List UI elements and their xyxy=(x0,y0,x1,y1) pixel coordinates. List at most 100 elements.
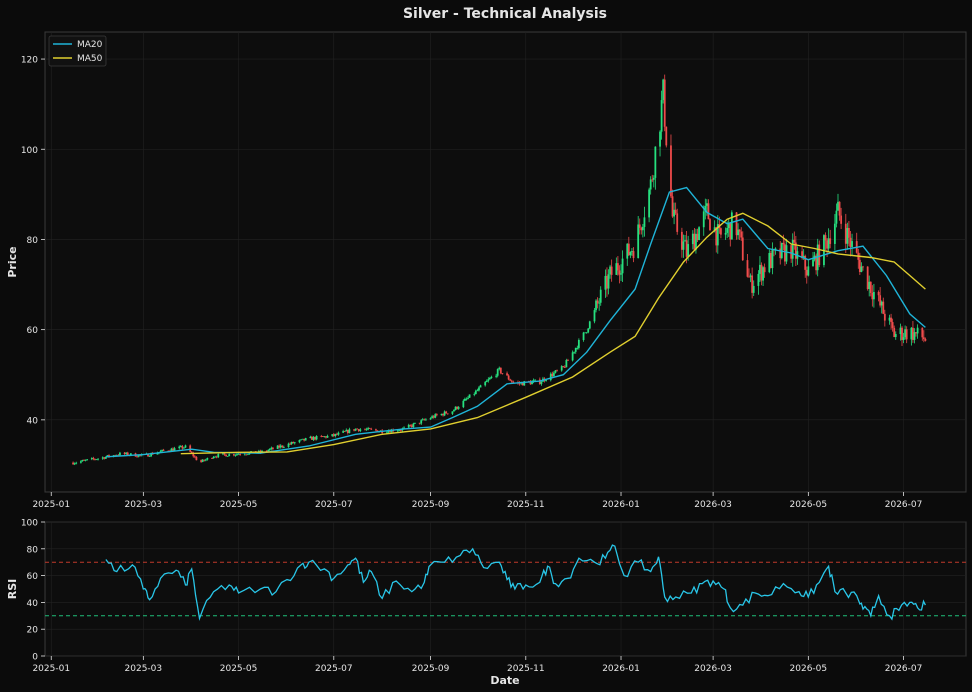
candle-body xyxy=(607,274,610,289)
candle-body xyxy=(904,329,907,338)
candle-body xyxy=(356,428,359,430)
candle-body xyxy=(476,390,479,392)
candle-body xyxy=(531,381,533,385)
candle-body xyxy=(665,126,668,146)
candle-body xyxy=(222,453,224,455)
candle-body xyxy=(226,456,229,457)
x-tick-label: 2026-03 xyxy=(694,664,732,674)
candle-body xyxy=(871,292,874,300)
candle-body xyxy=(740,231,743,238)
candle-body xyxy=(915,332,917,334)
candle-body xyxy=(641,226,644,231)
candle-body xyxy=(73,463,76,465)
candle-body xyxy=(899,327,902,335)
candle-body xyxy=(300,439,302,441)
candle-body xyxy=(509,379,512,381)
candle-body xyxy=(440,413,443,416)
candle-body xyxy=(407,424,410,428)
candle-body xyxy=(359,429,362,431)
candle-body xyxy=(827,238,830,249)
candle-body xyxy=(103,457,106,459)
candle-body xyxy=(521,382,524,386)
price-axis-label: Price xyxy=(6,246,19,277)
candle-body xyxy=(529,381,532,385)
candle-body xyxy=(314,436,316,440)
candle-body xyxy=(211,458,213,459)
candle-body xyxy=(844,223,847,244)
candle-body xyxy=(673,209,675,217)
candle-body xyxy=(631,251,633,253)
price-tick-label: 120 xyxy=(21,56,38,66)
ma50-line xyxy=(180,212,926,455)
candle-body xyxy=(276,445,279,449)
candle-body xyxy=(346,429,349,433)
candle-body xyxy=(370,428,373,430)
rsi-tick-label: 80 xyxy=(27,545,39,555)
candle-body xyxy=(414,422,416,424)
candle-body xyxy=(707,203,710,220)
rsi-tick-label: 60 xyxy=(27,572,39,582)
candle-body xyxy=(162,449,165,451)
candle-body xyxy=(178,446,181,449)
candle-body xyxy=(829,238,832,244)
candle-body xyxy=(840,215,843,224)
candle-body xyxy=(862,266,864,268)
candle-body xyxy=(782,242,785,245)
candle-body xyxy=(311,436,313,440)
candle-body xyxy=(478,387,480,391)
candle-body xyxy=(698,227,700,241)
candle-body xyxy=(223,453,226,455)
candle-body xyxy=(95,459,98,461)
candle-body xyxy=(368,428,371,429)
candle-body xyxy=(410,425,413,427)
x-tick-label: 2026-05 xyxy=(790,664,828,674)
candle-body xyxy=(343,431,346,432)
candle-body xyxy=(214,456,217,458)
candle-body xyxy=(420,420,423,424)
candle-body xyxy=(490,376,493,378)
candle-body xyxy=(838,201,841,216)
candle-body xyxy=(576,347,579,349)
candle-body xyxy=(467,397,469,399)
candle-body xyxy=(267,450,270,452)
candle-body xyxy=(203,459,206,461)
candle-body xyxy=(726,228,729,233)
candle-body xyxy=(239,454,242,455)
candle-body xyxy=(890,317,892,323)
candle-body xyxy=(670,145,672,197)
candle-body xyxy=(84,459,87,461)
candle-body xyxy=(454,406,457,410)
candle-body xyxy=(730,212,733,240)
candle-body xyxy=(879,295,882,306)
candle-body xyxy=(793,239,796,243)
candle-body xyxy=(81,460,84,462)
candle-body xyxy=(752,285,755,293)
candle-body xyxy=(212,456,215,459)
candle-body xyxy=(680,231,683,250)
candle-body xyxy=(826,240,828,249)
candle-body xyxy=(593,310,596,322)
legend-entry: MA50 xyxy=(77,54,103,64)
candle-body xyxy=(119,452,121,456)
candle-body xyxy=(167,450,170,452)
candle-body xyxy=(453,409,455,412)
candle-body xyxy=(445,411,448,414)
candle-body xyxy=(643,217,646,227)
candle-body xyxy=(83,460,85,461)
candle-body xyxy=(585,332,588,334)
x-tick-label: 2025-01 xyxy=(32,664,70,674)
chart-title: Silver - Technical Analysis xyxy=(403,6,607,22)
candle-body xyxy=(206,458,209,460)
candle-body xyxy=(217,454,220,458)
candle-body xyxy=(412,423,415,427)
candle-body xyxy=(365,429,368,431)
candle-body xyxy=(321,436,324,437)
candle-body xyxy=(268,449,271,451)
candle-body xyxy=(495,375,498,377)
candle-body xyxy=(499,367,502,374)
candle-body xyxy=(868,281,871,290)
candle-body xyxy=(715,227,718,246)
date-axis-label: Date xyxy=(490,674,519,687)
candle-body xyxy=(485,380,488,383)
candle-body xyxy=(574,347,577,352)
